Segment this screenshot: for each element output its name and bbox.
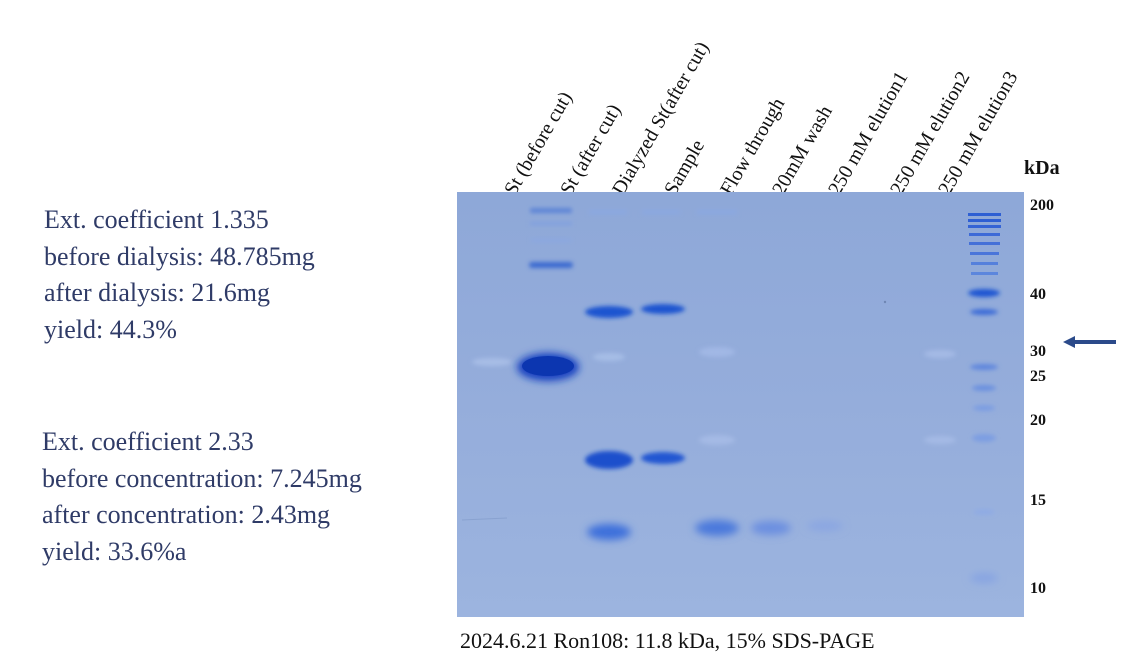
lane-label-dialyzed: Dialyzed St(after cut) [608,37,714,199]
after-dialysis-text: after dialysis: 21.6mg [44,278,271,307]
yield-text: yield: 44.3% [44,314,177,344]
notes-block-concentration: Ext. coefficient 2.33 before concentrati… [42,424,362,570]
marker-label-20: 20 [1030,412,1046,429]
lane-label-sample: Sample [660,136,710,199]
before-concentration-text: before concentration: 7.245mg [42,463,362,493]
ext-coefficient-text: Ext. coefficient 2.33 [42,427,254,456]
notes-block-dialysis: Ext. coefficient 1.335 before dialysis: … [44,202,315,348]
after-concentration-text: after concentration: 2.43mg [42,500,331,529]
marker-label-40: 40 [1030,286,1046,303]
yield-text: yield: 33.6%a [42,536,187,566]
left-arrow-icon [1063,336,1116,348]
sds-page-gel-image [457,192,1024,617]
marker-label-30: 30 [1030,343,1046,360]
ext-coefficient-text: Ext. coefficient 1.335 [44,205,269,234]
marker-label-25: 25 [1030,368,1046,385]
marker-label-15: 15 [1030,492,1046,509]
kda-unit-label: kDa [1024,157,1060,179]
gel-caption: 2024.6.21 Ron108: 11.8 kDa, 15% SDS-PAGE [460,628,875,653]
before-dialysis-text: before dialysis: 48.785mg [44,241,315,271]
marker-label-10: 10 [1030,580,1046,597]
marker-label-200: 200 [1030,197,1054,214]
